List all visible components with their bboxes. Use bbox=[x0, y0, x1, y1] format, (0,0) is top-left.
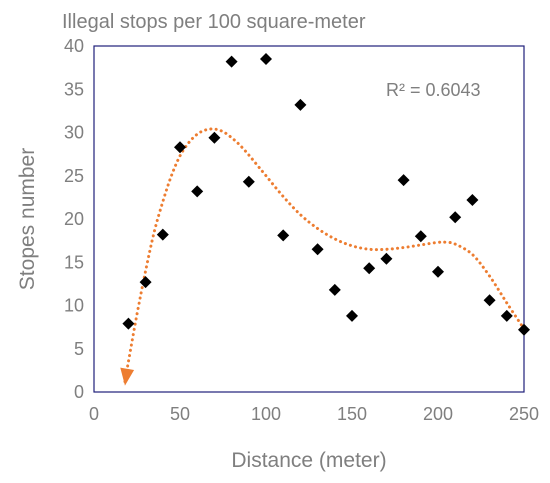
data-point bbox=[122, 317, 135, 330]
data-point bbox=[174, 141, 186, 154]
plot-area-frame bbox=[93, 45, 525, 393]
x-tick-label: 100 bbox=[251, 404, 281, 424]
x-tick-label: 50 bbox=[170, 404, 190, 424]
y-tick-label: 15 bbox=[64, 252, 84, 272]
y-axis-ticks: 0 5 10 15 20 25 30 35 40 bbox=[64, 36, 84, 402]
data-point bbox=[208, 131, 221, 144]
data-point bbox=[449, 211, 462, 224]
x-tick-label: 200 bbox=[423, 404, 453, 424]
data-point bbox=[346, 309, 358, 322]
data-point bbox=[225, 55, 238, 68]
data-point bbox=[277, 229, 290, 242]
data-point bbox=[397, 174, 410, 187]
y-tick-label: 30 bbox=[64, 123, 84, 143]
data-point bbox=[191, 185, 204, 198]
y-tick-label: 0 bbox=[74, 382, 84, 402]
data-point bbox=[328, 283, 341, 296]
y-tick-label: 5 bbox=[74, 339, 84, 359]
chart-title: Illegal stops per 100 square-meter bbox=[62, 11, 366, 33]
data-point bbox=[518, 323, 530, 336]
x-tick-label: 250 bbox=[509, 404, 539, 424]
data-point bbox=[294, 98, 307, 111]
data-point bbox=[500, 309, 513, 322]
data-point bbox=[380, 252, 393, 265]
data-point bbox=[414, 230, 427, 243]
x-axis-ticks: 0 50 100 150 200 250 bbox=[89, 404, 539, 424]
x-axis-label: Distance (meter) bbox=[231, 449, 386, 472]
y-tick-label: 35 bbox=[64, 79, 84, 99]
data-point bbox=[466, 193, 479, 206]
y-axis-label: Stopes number bbox=[16, 148, 39, 290]
y-tick-label: 40 bbox=[64, 36, 84, 56]
data-point bbox=[432, 265, 444, 278]
y-tick-label: 10 bbox=[64, 296, 84, 316]
y-tick-label: 25 bbox=[64, 166, 84, 186]
trendline-arrowhead bbox=[120, 367, 135, 386]
data-point bbox=[311, 243, 324, 256]
data-points bbox=[122, 52, 530, 336]
trendline bbox=[123, 127, 526, 384]
data-point bbox=[483, 294, 496, 307]
data-point bbox=[139, 276, 152, 289]
y-tick-label: 20 bbox=[64, 209, 84, 229]
data-point bbox=[363, 262, 376, 275]
x-tick-label: 150 bbox=[337, 404, 367, 424]
data-point bbox=[242, 175, 255, 188]
r-squared-annotation: R² = 0.6043 bbox=[386, 80, 481, 100]
data-point bbox=[156, 228, 169, 241]
data-point bbox=[260, 52, 272, 65]
x-tick-label: 0 bbox=[89, 404, 99, 424]
